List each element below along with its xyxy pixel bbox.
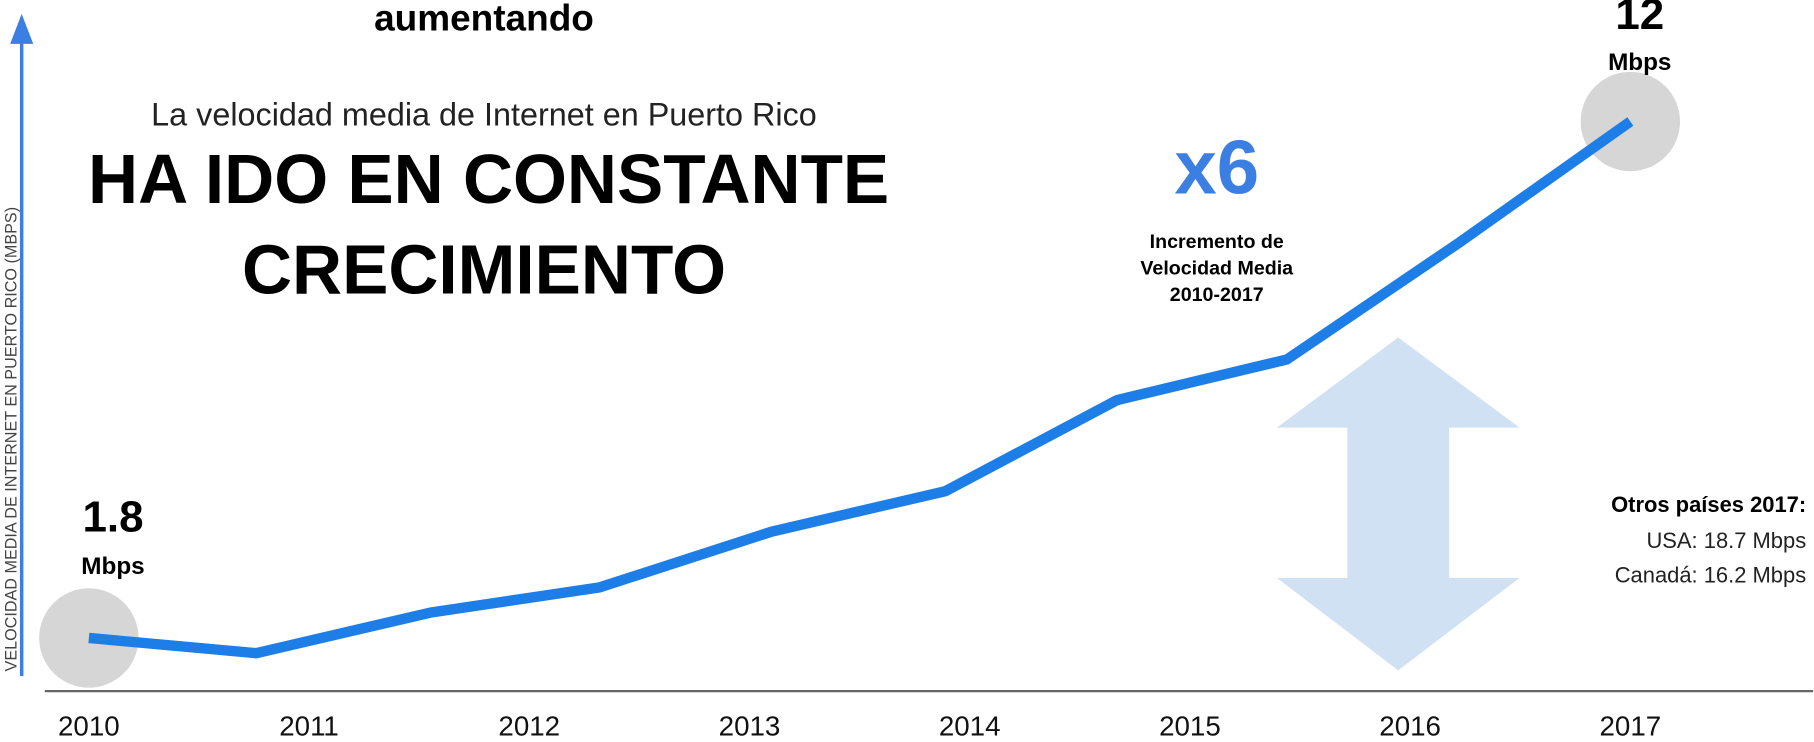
subtitle: La velocidad media de Internet en Puerto…	[151, 96, 817, 132]
data-label: 12	[1615, 0, 1664, 39]
x-tick-label: 2010	[58, 710, 120, 741]
line	[88, 117, 1634, 659]
data-label: 1.8	[82, 493, 143, 542]
x-tick-label: 2012	[498, 710, 560, 741]
growth-caption: 2010-2017	[1170, 284, 1264, 306]
y-axis-label: VELOCIDAD MEDIA DE INTERNET EN PUERTO RI…	[3, 207, 21, 672]
growth-label: x6	[1174, 126, 1259, 211]
x-tick-label: 2016	[1379, 710, 1441, 741]
unit-label: Mbps	[1608, 49, 1671, 76]
endpoint-highlight	[1580, 71, 1681, 172]
x-tick-label: 2017	[1600, 710, 1662, 741]
title: aumentando	[374, 0, 594, 39]
headline: HA IDO EN CONSTANTE	[88, 140, 889, 218]
x-tick-label: 2015	[1159, 710, 1221, 741]
x-tick-label: 2011	[279, 710, 339, 741]
comparison-line: USA: 18.7 Mbps	[1646, 528, 1806, 553]
headline: CRECIMIENTO	[242, 230, 726, 308]
unit-label: Mbps	[81, 553, 144, 580]
x-tick-label: 2014	[939, 710, 1001, 741]
comparison-line: Canadá: 16.2 Mbps	[1615, 563, 1807, 588]
range-arrow	[1276, 337, 1520, 671]
growth-caption: Velocidad Media	[1140, 257, 1294, 279]
comparison-title: Otros países 2017:	[1611, 492, 1806, 517]
y-arrow-head	[10, 13, 34, 44]
growth-caption: Incremento de	[1150, 231, 1284, 253]
x-tick-label: 2013	[719, 710, 781, 741]
